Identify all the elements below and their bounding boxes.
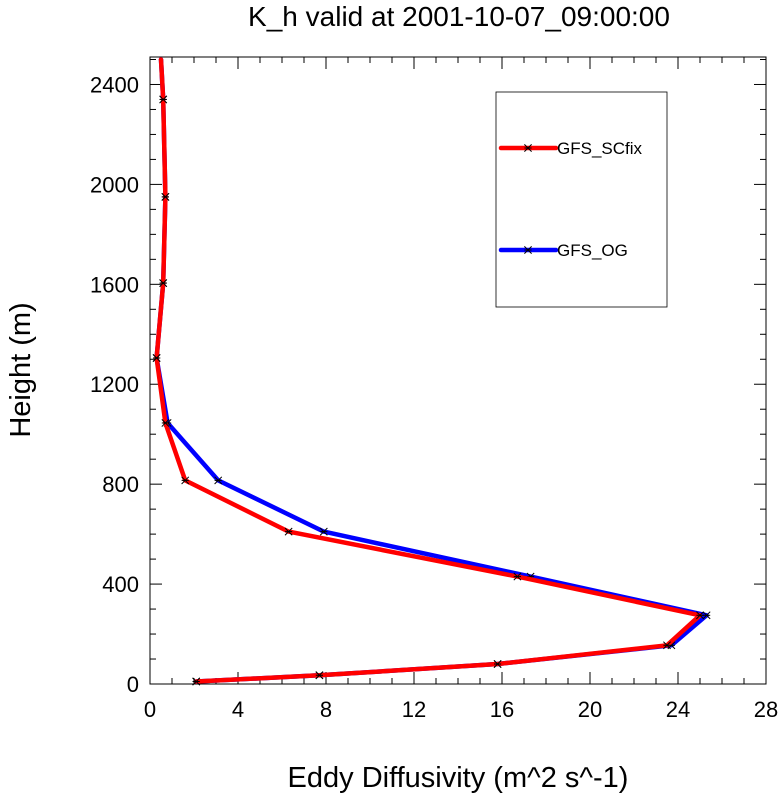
y-tick-label: 400 [102, 572, 139, 597]
y-tick-label: 0 [127, 672, 139, 697]
chart: K_h valid at 2001-10-07_09:00:00 0 4 8 12 16… [0, 0, 783, 796]
x-tick-label: 16 [490, 697, 514, 722]
x-tick-label: 20 [578, 697, 602, 722]
y-tick-label: 2400 [90, 72, 139, 97]
y-tick-label: 1200 [90, 372, 139, 397]
legend-label-gfs-scfix: GFS_SCfix [557, 139, 643, 158]
x-tick-label: 8 [320, 697, 332, 722]
y-tick-label: 800 [102, 472, 139, 497]
x-tick-label: 4 [232, 697, 244, 722]
y-axis-title: Height (m) [5, 302, 37, 437]
x-tick-label: 0 [144, 697, 156, 722]
x-axis: 0 4 8 12 16 20 24 28 [144, 57, 778, 722]
plot-frame [150, 57, 766, 684]
x-axis-title: Eddy Diffusivity (m^2 s^-1) [288, 762, 629, 794]
legend: GFS_SCfix GFS_OG [496, 92, 667, 307]
x-tick-label: 28 [754, 697, 778, 722]
data-point-gfs-scfix [494, 660, 501, 667]
chart-title: K_h valid at 2001-10-07_09:00:00 [248, 1, 670, 32]
y-tick-label: 1600 [90, 272, 139, 297]
x-tick-label: 24 [666, 697, 690, 722]
legend-label-gfs-og: GFS_OG [557, 241, 628, 260]
data-point-gfs-scfix [316, 672, 323, 679]
x-tick-label: 12 [402, 697, 426, 722]
legend-box [496, 92, 667, 307]
y-tick-label: 2000 [90, 172, 139, 197]
